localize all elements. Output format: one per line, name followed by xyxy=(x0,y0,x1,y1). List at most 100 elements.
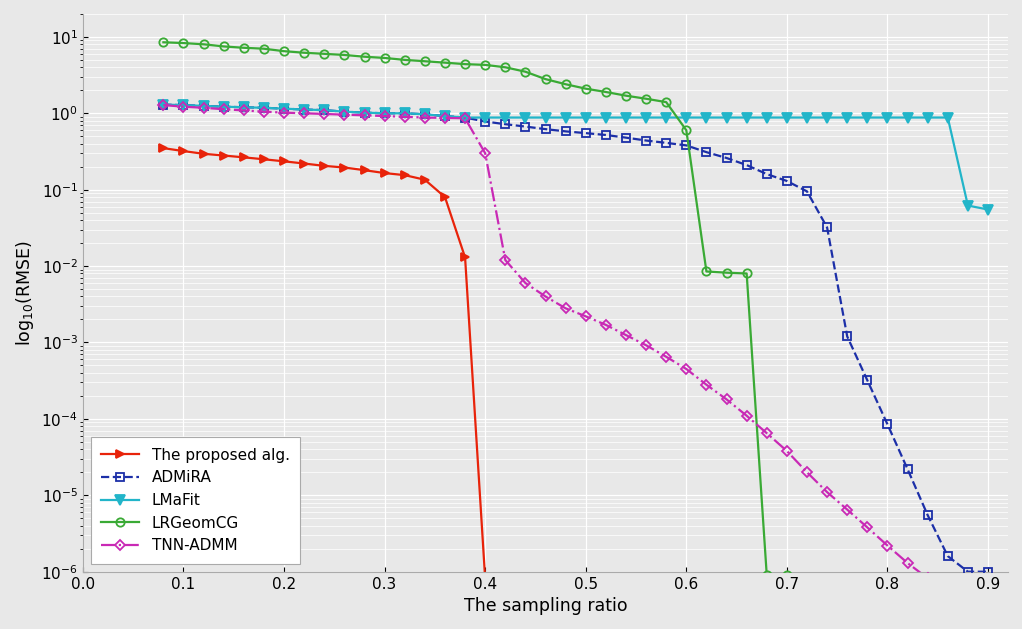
TNN-ADMM xyxy=(600,321,612,329)
LMaFit xyxy=(540,114,552,121)
ADMiRA xyxy=(660,139,672,147)
The proposed alg. xyxy=(519,576,531,583)
TNN-ADMM xyxy=(459,114,471,122)
LMaFit xyxy=(801,114,814,121)
The proposed alg. xyxy=(197,150,210,158)
ADMiRA xyxy=(982,568,994,576)
Line: LRGeomCG: LRGeomCG xyxy=(159,38,791,579)
TNN-ADMM xyxy=(941,582,954,590)
LMaFit xyxy=(760,114,773,121)
ADMiRA xyxy=(197,102,210,109)
TNN-ADMM xyxy=(278,109,290,116)
LMaFit xyxy=(499,114,511,121)
TNN-ADMM xyxy=(258,108,270,116)
LMaFit xyxy=(197,102,210,109)
The proposed alg. xyxy=(258,155,270,163)
TNN-ADMM xyxy=(821,488,833,496)
LMaFit xyxy=(881,114,893,121)
ADMiRA xyxy=(721,154,733,162)
LRGeomCG xyxy=(378,54,390,62)
The proposed alg. xyxy=(399,171,411,179)
ADMiRA xyxy=(579,130,592,137)
The proposed alg. xyxy=(359,167,371,174)
ADMiRA xyxy=(862,377,874,384)
TNN-ADMM xyxy=(579,313,592,320)
The proposed alg. xyxy=(459,253,471,261)
LMaFit xyxy=(982,206,994,213)
TNN-ADMM xyxy=(338,111,351,118)
LMaFit xyxy=(258,104,270,111)
TNN-ADMM xyxy=(519,279,531,287)
The proposed alg. xyxy=(278,158,290,165)
LMaFit xyxy=(479,114,492,121)
TNN-ADMM xyxy=(157,101,170,109)
ADMiRA xyxy=(540,125,552,133)
TNN-ADMM xyxy=(982,585,994,593)
ADMiRA xyxy=(278,105,290,113)
LRGeomCG xyxy=(760,571,773,579)
ADMiRA xyxy=(619,134,632,142)
TNN-ADMM xyxy=(419,114,431,121)
LMaFit xyxy=(378,109,390,117)
LMaFit xyxy=(640,114,652,121)
LMaFit xyxy=(922,114,934,121)
ADMiRA xyxy=(318,106,330,114)
LRGeomCG xyxy=(278,47,290,55)
TNN-ADMM xyxy=(197,104,210,111)
TNN-ADMM xyxy=(862,523,874,531)
LMaFit xyxy=(238,103,250,111)
ADMiRA xyxy=(438,113,451,120)
TNN-ADMM xyxy=(760,430,773,437)
Line: TNN-ADMM: TNN-ADMM xyxy=(159,102,991,592)
TNN-ADMM xyxy=(479,150,492,157)
TNN-ADMM xyxy=(298,109,311,117)
LRGeomCG xyxy=(197,40,210,48)
ADMiRA xyxy=(681,142,693,149)
LMaFit xyxy=(218,103,230,111)
LMaFit xyxy=(619,114,632,121)
TNN-ADMM xyxy=(178,103,190,111)
LRGeomCG xyxy=(419,57,431,65)
ADMiRA xyxy=(801,187,814,195)
ADMiRA xyxy=(821,224,833,231)
The proposed alg. xyxy=(338,164,351,171)
ADMiRA xyxy=(178,101,190,109)
LMaFit xyxy=(660,114,672,121)
LRGeomCG xyxy=(681,126,693,134)
TNN-ADMM xyxy=(619,331,632,339)
LMaFit xyxy=(399,109,411,117)
LMaFit xyxy=(298,106,311,113)
TNN-ADMM xyxy=(399,113,411,121)
LRGeomCG xyxy=(700,268,712,276)
ADMiRA xyxy=(519,123,531,130)
The proposed alg. xyxy=(378,169,390,177)
ADMiRA xyxy=(157,101,170,108)
TNN-ADMM xyxy=(640,342,652,349)
X-axis label: The sampling ratio: The sampling ratio xyxy=(464,597,628,615)
TNN-ADMM xyxy=(922,574,934,582)
TNN-ADMM xyxy=(660,353,672,360)
LMaFit xyxy=(157,101,170,108)
ADMiRA xyxy=(559,128,571,135)
LRGeomCG xyxy=(238,44,250,52)
LRGeomCG xyxy=(499,64,511,71)
The proposed alg. xyxy=(157,144,170,152)
LRGeomCG xyxy=(298,49,311,57)
LMaFit xyxy=(338,108,351,116)
TNN-ADMM xyxy=(218,106,230,113)
LMaFit xyxy=(681,114,693,121)
TNN-ADMM xyxy=(318,110,330,118)
LMaFit xyxy=(318,106,330,114)
ADMiRA xyxy=(238,103,250,111)
TNN-ADMM xyxy=(700,381,712,389)
ADMiRA xyxy=(258,104,270,111)
Line: The proposed alg.: The proposed alg. xyxy=(159,144,529,583)
LRGeomCG xyxy=(338,51,351,58)
LMaFit xyxy=(862,114,874,121)
LMaFit xyxy=(519,114,531,121)
ADMiRA xyxy=(499,120,511,128)
ADMiRA xyxy=(359,109,371,116)
LRGeomCG xyxy=(660,98,672,106)
LRGeomCG xyxy=(619,92,632,99)
The proposed alg. xyxy=(499,576,511,583)
